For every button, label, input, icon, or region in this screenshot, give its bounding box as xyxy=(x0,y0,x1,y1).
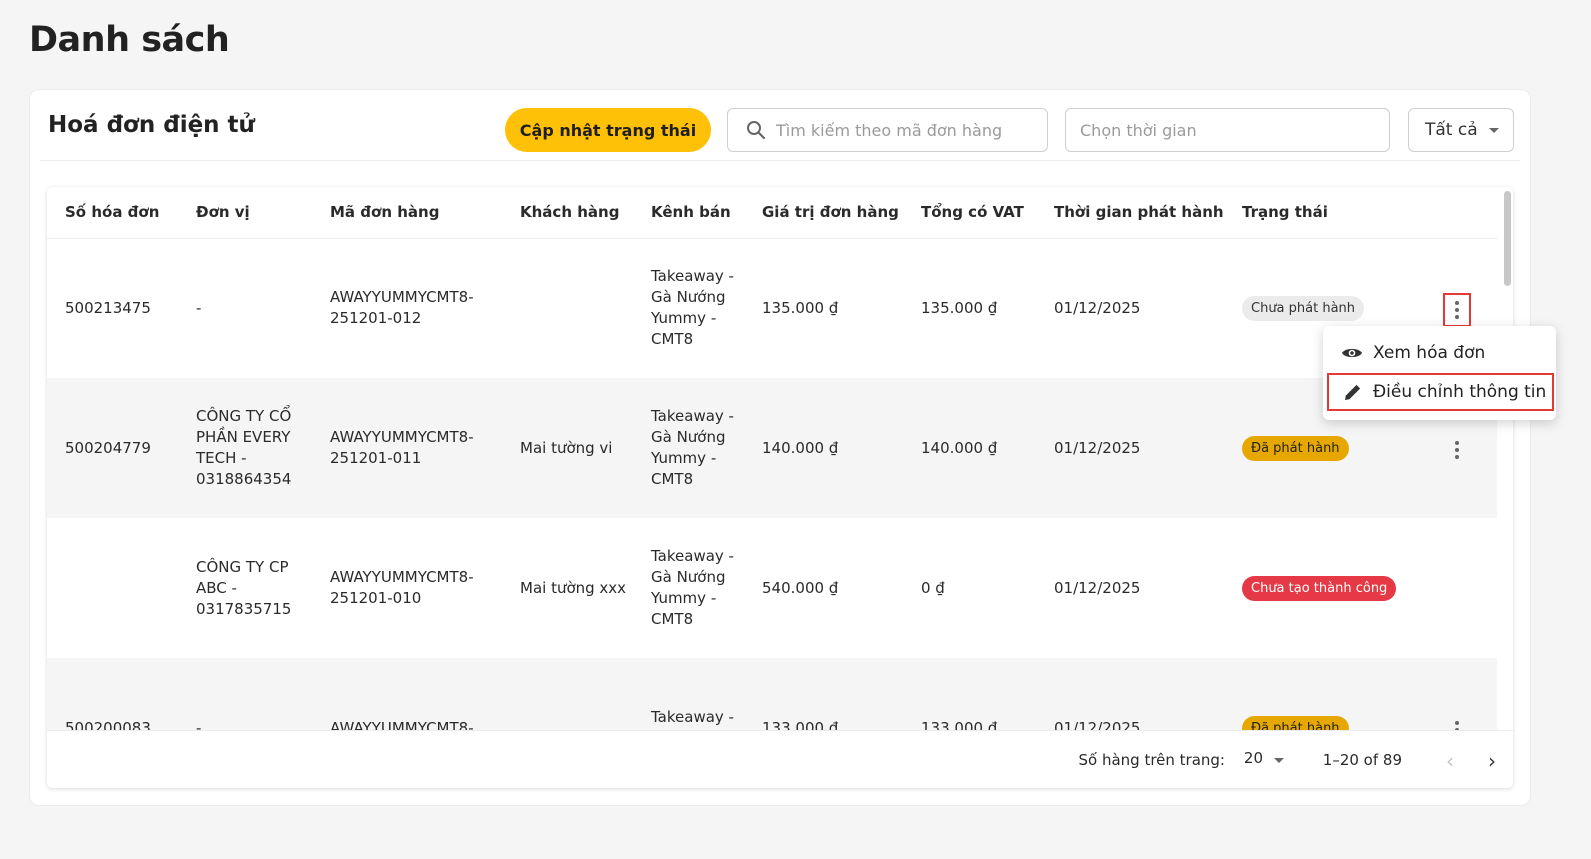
date-input[interactable] xyxy=(1080,120,1370,140)
status-filter-select[interactable]: Tất cả xyxy=(1408,108,1514,152)
cell-actions xyxy=(1425,518,1497,658)
table-row[interactable]: 500213475 - AWAYYUMMYCMT8-251201-012 Tak… xyxy=(47,238,1497,378)
status-badge: Chưa tạo thành công xyxy=(1242,575,1397,601)
cell-actions xyxy=(1425,238,1497,378)
column-header[interactable]: Đơn vị xyxy=(178,187,312,239)
cell-invoice xyxy=(47,518,178,658)
column-header[interactable]: Giá trị đơn hàng xyxy=(744,187,903,239)
rows-per-page-label: Số hàng trên trang: xyxy=(1078,751,1225,769)
header-divider xyxy=(40,160,1520,161)
cell-time: 01/12/2025 xyxy=(1054,438,1141,457)
cell-customer: Mai tường vi xyxy=(520,438,613,457)
pagination-range: 1–20 of 89 xyxy=(1322,751,1402,769)
cell-time: 01/12/2025 xyxy=(1054,298,1141,317)
rows-per-page-select[interactable]: 20 xyxy=(1243,749,1263,767)
page-title: Danh sách xyxy=(29,20,230,60)
cell-status: Đã phát hành xyxy=(1224,658,1425,730)
view-invoice-menu-item[interactable]: Xem hóa đơn xyxy=(1327,334,1554,372)
column-header[interactable]: Tổng có VAT xyxy=(903,187,1036,239)
cell-invoice: 500204779 xyxy=(65,438,151,457)
search-icon xyxy=(747,121,766,140)
table-header-row: Số hóa đơn Đơn vị Mã đơn hàng Khách hàng… xyxy=(47,187,1497,239)
pagination-bar: Số hàng trên trang: 20 1–20 of 89 ‹ › xyxy=(47,730,1513,788)
row-action-menu: Xem hóa đơn Điều chỉnh thông tin xyxy=(1323,326,1556,420)
cell-status: Chưa tạo thành công xyxy=(1224,518,1425,658)
cell-unit: CÔNG TY CP ABC - 0317835715 xyxy=(196,557,292,618)
search-field[interactable] xyxy=(727,108,1048,152)
cell-time: 01/12/2025 xyxy=(1054,718,1141,731)
column-header-actions xyxy=(1425,187,1497,239)
cell-time: 01/12/2025 xyxy=(1054,578,1141,597)
eye-icon xyxy=(1342,348,1362,358)
table-row[interactable]: 500200083 - AWAYYUMMYCMT8- Takeaway - Gà… xyxy=(47,658,1497,730)
vertical-scrollbar[interactable] xyxy=(1504,191,1511,286)
cell-invoice: 500200083 xyxy=(65,718,151,731)
invoice-table-panel: Số hóa đơn Đơn vị Mã đơn hàng Khách hàng… xyxy=(47,187,1513,788)
cell-actions xyxy=(1425,658,1497,730)
table-row[interactable]: CÔNG TY CP ABC - 0317835715 AWAYYUMMYCMT… xyxy=(47,518,1497,658)
cell-value: 135.000 ₫ xyxy=(762,298,839,317)
more-vertical-icon[interactable] xyxy=(1443,292,1471,327)
invoice-table: Số hóa đơn Đơn vị Mã đơn hàng Khách hàng… xyxy=(47,187,1497,730)
cell-unit: - xyxy=(196,298,202,317)
cell-value: 140.000 ₫ xyxy=(762,438,839,457)
update-status-button[interactable]: Cập nhật trạng thái xyxy=(505,108,711,152)
column-header[interactable]: Mã đơn hàng xyxy=(312,187,502,239)
chevron-left-icon[interactable]: ‹ xyxy=(1446,749,1454,773)
cell-status: Đã phát hành xyxy=(1224,378,1425,518)
cell-status: Chưa phát hành xyxy=(1224,238,1425,378)
cell-channel: Takeaway - Gà Nướng Yummy - CMT8 xyxy=(651,407,734,488)
status-badge: Chưa phát hành xyxy=(1242,295,1365,321)
cell-unit: CÔNG TY CỔ PHẦN EVERY TECH - 0318864354 xyxy=(196,407,292,488)
chevron-right-icon[interactable]: › xyxy=(1488,749,1496,773)
cell-order: AWAYYUMMYCMT8-251201-011 xyxy=(330,428,474,467)
cell-channel: Takeaway - Gà Nướng Yummy - CMT8 xyxy=(651,547,734,628)
cell-customer: Mai tường xxx xyxy=(520,578,627,597)
more-vertical-icon[interactable] xyxy=(1443,713,1471,730)
pencil-icon xyxy=(1345,384,1361,400)
cell-customer xyxy=(502,238,633,378)
cell-order: AWAYYUMMYCMT8- xyxy=(330,718,474,731)
status-badge: Đã phát hành xyxy=(1242,435,1349,461)
cell-value: 540.000 ₫ xyxy=(762,578,839,597)
cell-value: 133.000 ₫ xyxy=(762,718,839,731)
edit-info-menu-item[interactable]: Điều chỉnh thông tin xyxy=(1327,373,1554,411)
cell-channel: Takeaway - Gà Nướng xyxy=(651,708,734,730)
cell-invoice: 500213475 xyxy=(65,298,151,317)
cell-vat: 133.000 ₫ xyxy=(921,718,998,731)
cell-unit: - xyxy=(196,718,202,731)
more-vertical-icon[interactable] xyxy=(1443,433,1471,467)
table-scroll-area[interactable]: Số hóa đơn Đơn vị Mã đơn hàng Khách hàng… xyxy=(47,187,1497,730)
cell-actions xyxy=(1425,378,1497,518)
table-row[interactable]: 500204779 CÔNG TY CỔ PHẦN EVERY TECH - 0… xyxy=(47,378,1497,518)
card-title: Hoá đơn điện tử xyxy=(48,112,255,138)
column-header[interactable]: Kênh bán xyxy=(633,187,744,239)
cell-customer xyxy=(502,658,633,730)
edit-info-label: Điều chỉnh thông tin xyxy=(1373,382,1547,402)
invoice-card: Hoá đơn điện tử Cập nhật trạng thái Tất … xyxy=(29,89,1531,806)
status-badge: Đã phát hành xyxy=(1242,715,1349,730)
caret-down-icon[interactable] xyxy=(1274,758,1284,763)
cell-vat: 0 ₫ xyxy=(921,578,945,597)
status-filter-value: Tất cả xyxy=(1425,120,1478,140)
cell-vat: 140.000 ₫ xyxy=(921,438,998,457)
cell-order: AWAYYUMMYCMT8-251201-010 xyxy=(330,568,474,607)
date-picker[interactable] xyxy=(1065,108,1390,152)
column-header[interactable]: Khách hàng xyxy=(502,187,633,239)
column-header[interactable]: Thời gian phát hành xyxy=(1036,187,1224,239)
caret-down-icon xyxy=(1489,128,1499,133)
column-header[interactable]: Số hóa đơn xyxy=(47,187,178,239)
search-input[interactable] xyxy=(776,120,1036,140)
column-header[interactable]: Trạng thái xyxy=(1224,187,1425,239)
cell-vat: 135.000 ₫ xyxy=(921,298,998,317)
cell-channel: Takeaway - Gà Nướng Yummy - CMT8 xyxy=(651,267,734,349)
cell-order: AWAYYUMMYCMT8-251201-012 xyxy=(330,288,474,328)
view-invoice-label: Xem hóa đơn xyxy=(1373,343,1486,363)
